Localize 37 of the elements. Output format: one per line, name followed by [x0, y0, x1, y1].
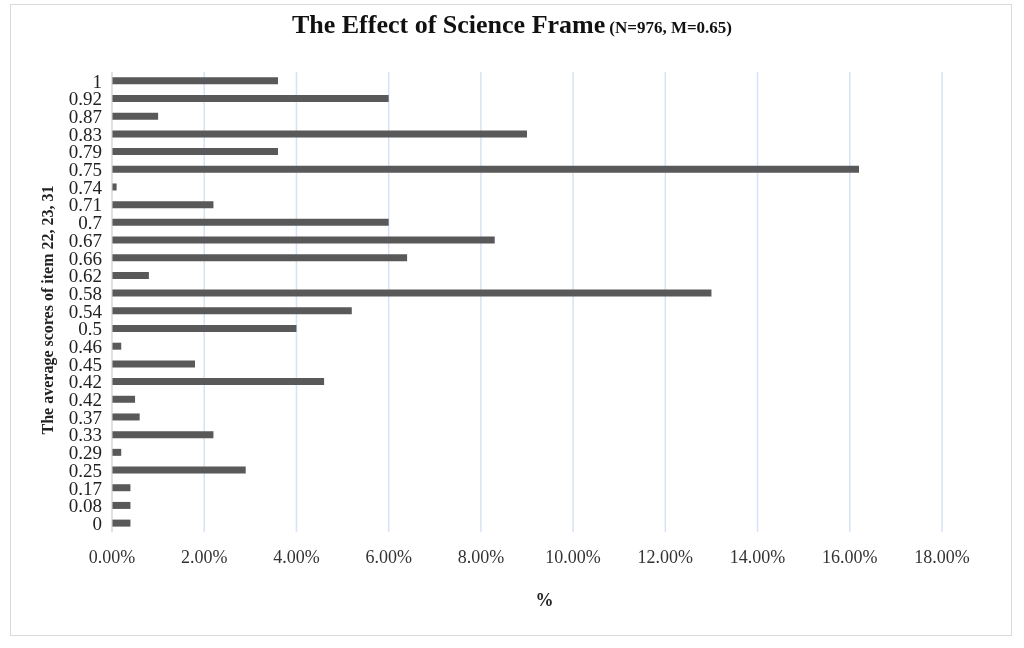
x-tick-label: 4.00%	[273, 546, 320, 567]
x-tick-label: 6.00%	[365, 546, 412, 567]
x-tick-label: 10.00%	[545, 546, 601, 567]
chart-subtitle: (N=976, M=0.65)	[609, 18, 733, 37]
x-tick-label: 0.00%	[88, 546, 136, 567]
x-tick-label: 12.00%	[637, 546, 694, 567]
bar	[112, 519, 131, 527]
bar	[112, 466, 246, 474]
y-axis-title: The average scores of item 22, 23, 31	[39, 185, 57, 435]
bar	[112, 413, 140, 421]
bar	[112, 218, 389, 226]
x-tick-label: 18.00%	[914, 546, 970, 567]
bar	[112, 431, 214, 439]
bar	[112, 95, 389, 102]
bar	[112, 165, 859, 173]
bar	[112, 201, 214, 209]
x-tick-label: 2.00%	[180, 546, 228, 567]
bar	[112, 307, 352, 315]
x-tick-label: 16.00%	[822, 546, 878, 567]
bar	[112, 148, 278, 156]
bar	[112, 271, 149, 279]
bar	[112, 484, 131, 492]
bar	[112, 395, 136, 403]
bar	[112, 254, 408, 262]
bar	[112, 378, 325, 386]
bar	[112, 289, 712, 297]
bar	[112, 236, 495, 244]
bar	[112, 501, 131, 509]
bar	[112, 360, 195, 368]
bar	[112, 325, 297, 332]
bar	[112, 130, 527, 138]
x-axis-title: %	[534, 590, 555, 611]
bar	[112, 112, 159, 120]
bar	[112, 77, 278, 85]
chart-title: The Effect of Science Frame	[291, 10, 606, 39]
x-tick-label: 8.00%	[457, 546, 505, 567]
x-tick-label: 14.00%	[729, 546, 786, 567]
